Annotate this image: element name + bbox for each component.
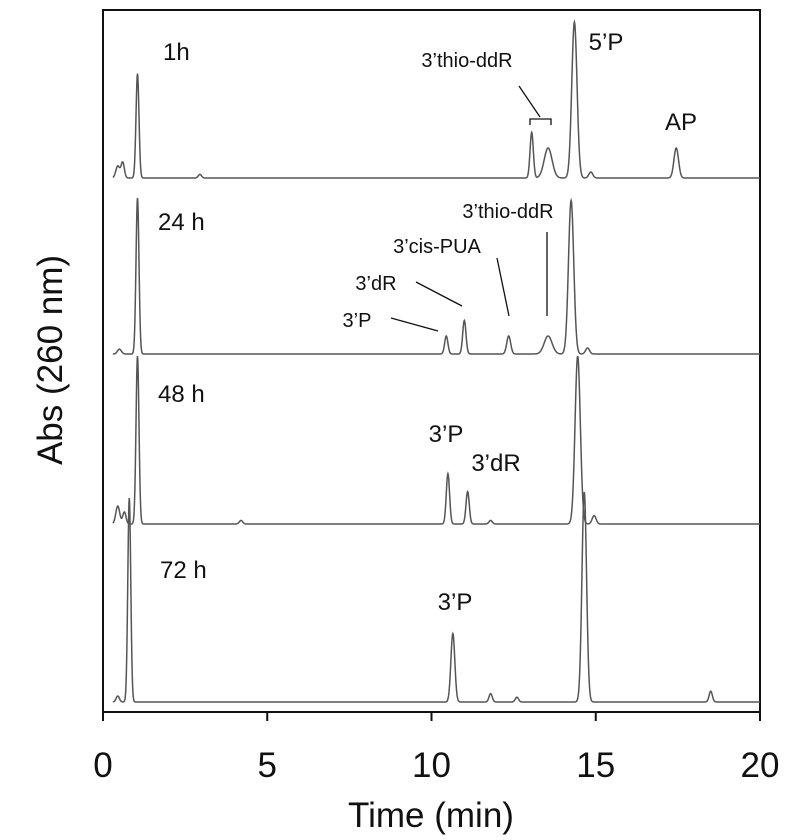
annotation-label: 3’P	[343, 310, 372, 332]
annotation-label: AP	[665, 109, 697, 136]
annotation-label: 3’cis-PUA	[393, 236, 481, 258]
annotation-label: 3’P	[438, 589, 473, 616]
annotation-label: 3’dR	[355, 273, 396, 295]
peak-bracket	[529, 118, 552, 125]
annotation-label: 3’thio-ddR	[421, 50, 512, 72]
trace-72h	[112, 491, 760, 703]
annotation-label: 24 h	[158, 209, 205, 236]
annotation-label: 72 h	[160, 557, 207, 584]
leader-line	[390, 317, 439, 332]
leader-line	[518, 85, 541, 118]
x-tick-label: 0	[93, 746, 112, 785]
x-axis-ticks: 0 5 10 15 20	[93, 712, 779, 785]
annotation-label: 3’dR	[471, 450, 520, 477]
plot-frame	[102, 9, 761, 713]
annotation-group: 1h 3’thio-ddR 5’P AP 24 h 3’thio-ddR 3’cis-PUA…	[158, 29, 697, 616]
x-axis-title: Time (min)	[348, 796, 514, 835]
trace-1h	[112, 19, 760, 179]
leader-line	[496, 257, 510, 317]
x-tick-label: 5	[258, 746, 277, 785]
trace-48h	[112, 355, 760, 525]
x-tick-label: 10	[412, 746, 451, 785]
annotation-label: 3’P	[429, 421, 464, 448]
x-tick-label: 20	[741, 746, 780, 785]
annotation-label: 3’thio-ddR	[462, 201, 553, 223]
trace-group	[112, 19, 760, 703]
annotation-label: 1h	[163, 39, 190, 66]
leader-line	[415, 281, 463, 307]
plot-border	[102, 9, 761, 713]
annotation-label: 5’P	[589, 29, 624, 56]
x-tick-label: 15	[576, 746, 615, 785]
y-axis-title: Abs (260 nm)	[31, 255, 70, 465]
trace-24h	[112, 197, 760, 355]
annotation-label: 48 h	[158, 381, 205, 408]
